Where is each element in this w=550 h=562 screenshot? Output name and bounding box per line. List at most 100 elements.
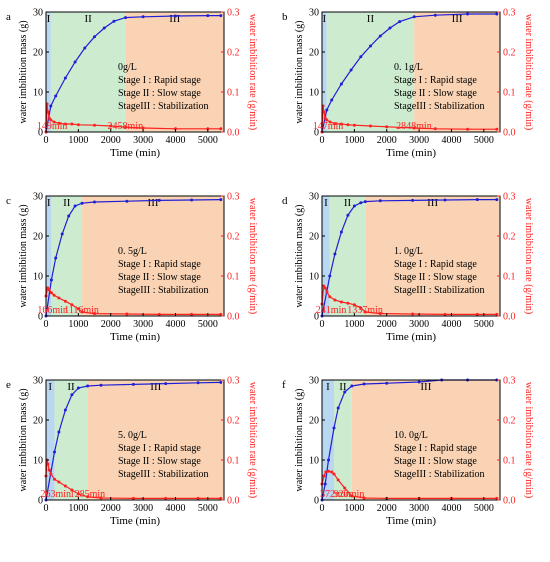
rate-point [433,127,437,131]
y-right-tick-label: 0.1 [227,88,240,99]
stage-3-band [351,380,500,500]
mass-point [112,19,116,23]
x-tick-label: 0 [320,503,325,514]
stage-2-band [334,380,352,500]
mass-point [164,382,168,386]
x-tick-label: 3000 [133,319,153,330]
rate-point [190,312,194,316]
stage-legend-line-3: StageIII : Stabilization [118,285,209,296]
y-right-tick-label: 0.0 [503,128,516,139]
y-right-tick-label: 0.3 [503,376,516,387]
rate-point [328,295,332,299]
rate-point [76,123,80,127]
stage-2-band [50,12,126,132]
mass-point [73,60,77,64]
rate-point [330,470,334,474]
stage-legend-line-2: Stage II : Slow stage [118,456,201,467]
panel-letter: c [6,195,11,207]
stage-3-band [87,380,224,500]
rate-point [219,127,223,131]
boundary-label-1: 372min [320,489,351,500]
stage-label-3: III [420,381,431,393]
x-axis-title: Time (min) [386,515,436,527]
stage-label-1: I [47,13,51,25]
x-tick-label: 5000 [198,135,218,146]
rate-point [466,127,470,131]
mass-point [328,274,332,278]
mass-point [378,34,382,38]
concentration-label: 0. 1g/L [394,62,423,73]
panel-letter: e [6,379,11,391]
y-left-tick-label: 10 [309,456,319,467]
rate-point [362,496,366,500]
rate-point [57,296,61,300]
mass-point [333,252,337,256]
x-tick-label: 1000 [68,319,88,330]
stage-1-band [46,12,51,132]
mass-point [206,14,210,18]
rate-point [343,486,347,490]
stage-legend-line-3: StageIII : Stabilization [394,469,485,480]
y-left-tick-label: 0 [38,496,43,507]
stage-1-band [322,12,327,132]
x-axis-title: Time (min) [110,147,160,159]
rate-point [57,480,61,484]
x-tick-label: 0 [44,503,49,514]
mass-point [495,12,499,16]
y-right-tick-label: 0.2 [503,48,516,59]
mass-point [385,381,389,385]
rate-point [350,494,354,498]
mass-point [433,13,437,17]
rate-point [323,286,327,290]
rate-point [164,496,168,500]
rate-point [332,472,336,476]
y-right-tick-label: 0.1 [503,88,516,99]
x-tick-label: 0 [44,135,49,146]
plot-frame [45,379,225,501]
rate-point [219,496,223,500]
rate-point [76,307,80,311]
x-tick-label: 1000 [344,503,364,514]
mass-point [443,198,447,202]
mass-point [54,94,58,98]
stage-label-2: II [85,13,93,25]
mass-point [412,15,416,19]
y-right-tick-label: 0.1 [227,456,240,467]
mass-point [330,98,334,102]
stage-legend-line-1: Stage I : Rapid stage [394,75,477,86]
y-left-axis-title: water imbibition mass (g) [18,388,29,491]
rate-point [495,312,499,316]
x-tick-label: 3000 [409,503,429,514]
x-tick-label: 5000 [474,319,494,330]
mass-point [339,230,343,234]
x-tick-label: 0 [320,135,325,146]
x-tick-label: 4000 [441,319,461,330]
rate-point [346,123,350,127]
mass-point [495,198,499,202]
rate-point [325,118,329,122]
mass-point [466,12,470,16]
y-left-axis-title: water imbibition mass (g) [18,20,29,123]
rate-point [70,122,74,126]
x-tick-label: 4000 [165,135,185,146]
x-tick-label: 3000 [133,135,153,146]
mass-point [475,198,479,202]
mass-point [93,35,96,39]
stage-legend-line-3: StageIII : Stabilization [394,101,485,112]
x-tick-label: 2000 [377,135,397,146]
y-left-tick-label: 10 [33,456,43,467]
x-axis-title: Time (min) [110,331,160,343]
rate-point [49,118,53,122]
boundary-label-2: 2458min [108,121,144,132]
rate-series-line [321,284,497,315]
mass-point [124,16,127,20]
rate-point [70,488,74,492]
y-right-axis-title: water imbibition rate (g/min) [523,198,534,314]
rate-point [53,477,56,481]
panel-letter: f [282,379,286,391]
rate-point [324,470,328,474]
y-right-tick-label: 0.0 [503,312,516,323]
